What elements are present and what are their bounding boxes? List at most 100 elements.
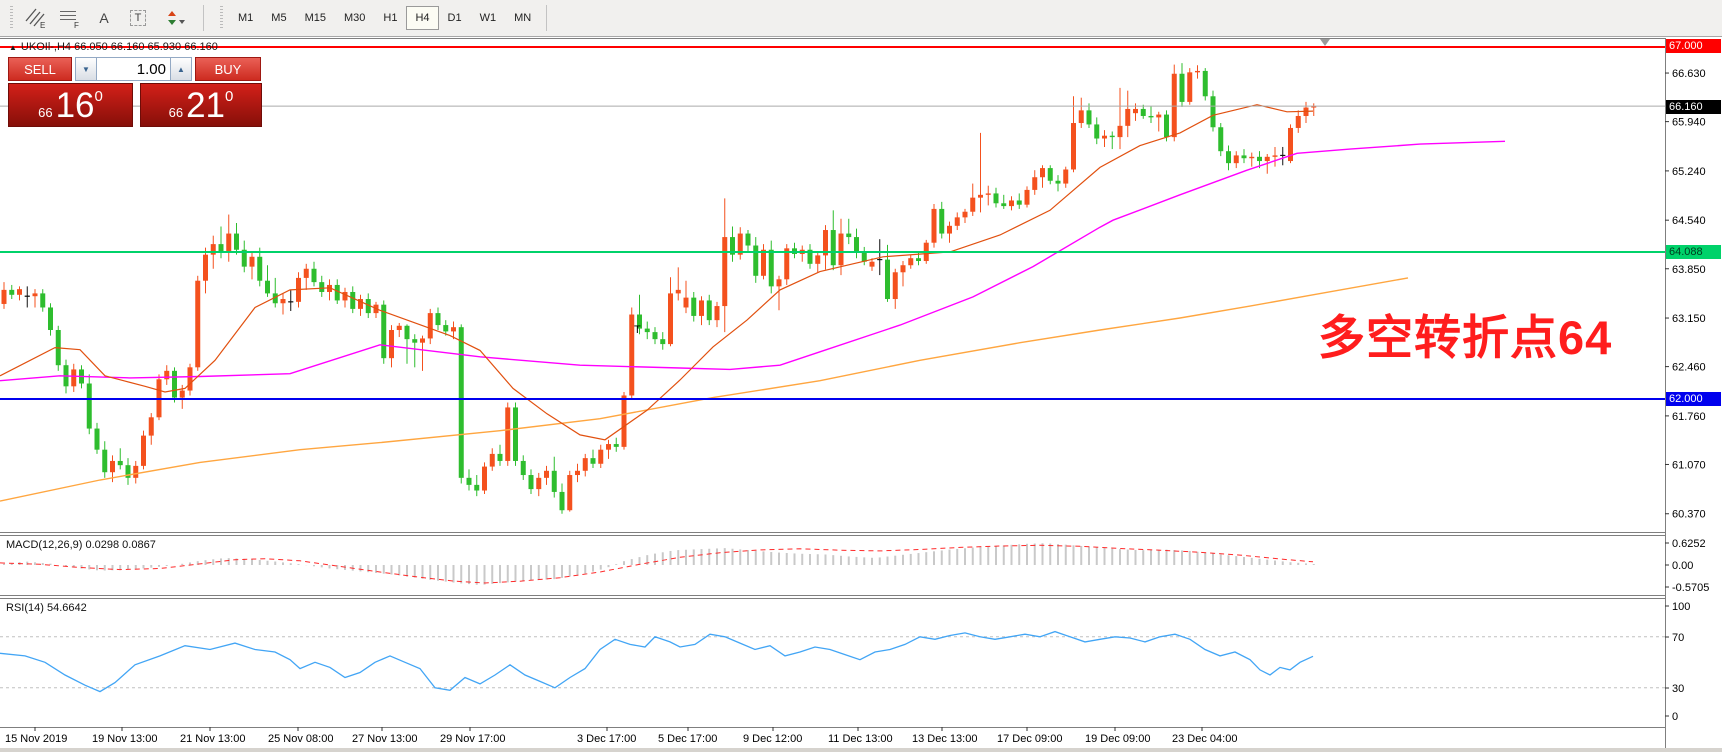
- letter-a-icon[interactable]: A: [99, 10, 109, 26]
- symbol-ohlc-text: UKOIl-,H4 66.050 66.160 65.930 66.160: [20, 41, 218, 53]
- toolbar-grip-2[interactable]: [220, 6, 223, 30]
- ma-slow-line: [0, 277, 1409, 502]
- status-strip: [0, 748, 1722, 752]
- svg-text:29 Nov 17:00: 29 Nov 17:00: [440, 733, 505, 745]
- svg-text:63.150: 63.150: [1672, 313, 1706, 325]
- chevron-down-icon: ▼: [82, 64, 90, 74]
- sell-price-sup: 0: [94, 88, 103, 105]
- svg-text:17 Dec 09:00: 17 Dec 09:00: [997, 733, 1062, 745]
- svg-text:0.6252: 0.6252: [1672, 538, 1706, 550]
- svg-text:27 Nov 13:00: 27 Nov 13:00: [352, 733, 417, 745]
- rsi-label: RSI(14) 54.6642: [6, 602, 87, 614]
- ma-mid-line: [0, 140, 1506, 382]
- sort-arrows-icon[interactable]: [157, 5, 195, 31]
- rsi-line: [0, 630, 1314, 693]
- volume-input[interactable]: [97, 57, 170, 81]
- sell-price-tile[interactable]: 66 16 0: [8, 83, 133, 127]
- svg-text:F: F: [74, 21, 79, 30]
- dotted-grid-icon[interactable]: F: [55, 5, 85, 31]
- tf-button-D1[interactable]: D1: [447, 12, 462, 24]
- buy-price-prefix: 66: [168, 105, 184, 120]
- buy-price-sup: 0: [225, 88, 234, 105]
- buy-price-tile[interactable]: 66 21 0: [140, 83, 262, 127]
- volume-increase-button[interactable]: ▲: [170, 57, 192, 81]
- hatched-lines-icon[interactable]: E: [21, 5, 51, 31]
- panel-borders: [0, 38, 1666, 748]
- toolbar-separator-2: [546, 5, 548, 31]
- svg-text:13 Dec 13:00: 13 Dec 13:00: [912, 733, 977, 745]
- svg-text:11 Dec 13:00: 11 Dec 13:00: [828, 733, 893, 745]
- hatched-lines-icon: E: [25, 8, 45, 30]
- sell-price-prefix: 66: [38, 105, 53, 120]
- sell-button[interactable]: SELL: [8, 57, 72, 81]
- tf-button-M1[interactable]: M1: [238, 12, 254, 24]
- svg-text:65.940: 65.940: [1672, 117, 1706, 129]
- time-axis[interactable]: 15 Nov 2019 19 Nov 13:00 21 Nov 13:00 25 No…: [5, 727, 1237, 745]
- current-price-badge: 66.160: [1666, 100, 1721, 114]
- ma-fast-line: [0, 104, 1314, 441]
- main-chart-window[interactable]: T: [0, 39, 1665, 514]
- svg-text:61.760: 61.760: [1672, 411, 1706, 423]
- toolbar-grip[interactable]: [10, 6, 13, 30]
- toolbar: E F A T M1 M5 M15 M30 H1 H4 D1 W1 MN: [0, 0, 1722, 37]
- svg-text:60.370: 60.370: [1672, 509, 1706, 521]
- rsi-window[interactable]: [0, 630, 1665, 693]
- sell-price-big: 16: [55, 86, 95, 125]
- dotted-grid-icon: F: [60, 11, 79, 30]
- buy-price-big: 21: [186, 86, 226, 125]
- one-click-trading-panel: SELL ▼ ▲ BUY 66 16 0 66 21 0: [8, 57, 262, 127]
- svg-text:15 Nov 2019: 15 Nov 2019: [5, 733, 67, 745]
- object-marker-icon: [1320, 39, 1330, 46]
- chart-text-annotation: 多空转折点64: [1318, 311, 1613, 364]
- hline-64088-badge: 64.088: [1666, 245, 1721, 259]
- macd-signal-line: [0, 544, 1314, 584]
- tf-button-M5[interactable]: M5: [271, 12, 287, 24]
- svg-text:63.850: 63.850: [1672, 264, 1706, 276]
- svg-text:66.630: 66.630: [1672, 68, 1706, 80]
- tf-button-H1[interactable]: H1: [383, 12, 398, 24]
- svg-text:21 Nov 13:00: 21 Nov 13:00: [180, 733, 245, 745]
- chevron-up-icon: ▲: [177, 64, 185, 74]
- sort-arrows-icon: [168, 11, 185, 25]
- t-text-object: T: [634, 324, 641, 336]
- tf-button-M15[interactable]: M15: [304, 12, 326, 24]
- svg-text:62.460: 62.460: [1672, 362, 1706, 374]
- horizontal-level-lines[interactable]: [0, 45, 1665, 400]
- macd-label: MACD(12,26,9) 0.0298 0.0867: [6, 539, 156, 551]
- tf-button-H4[interactable]: H4: [406, 6, 439, 30]
- buy-button[interactable]: BUY: [195, 57, 261, 81]
- svg-text:0: 0: [1672, 711, 1678, 723]
- svg-text:3 Dec 17:00: 3 Dec 17:00: [577, 733, 636, 745]
- hline-62-badge: 62.000: [1666, 392, 1721, 406]
- tf-button-W1[interactable]: W1: [479, 12, 497, 24]
- text-box-icon[interactable]: T: [123, 5, 153, 31]
- svg-text:100: 100: [1672, 601, 1690, 613]
- timeframe-bar: M1 M5 M15 M30 H1 H4 D1 W1 MN: [229, 6, 540, 30]
- svg-text:23 Dec 04:00: 23 Dec 04:00: [1172, 733, 1237, 745]
- svg-text:0.00: 0.00: [1672, 560, 1693, 572]
- hline-67-badge: 67.000: [1666, 39, 1721, 53]
- symbol-info: ▲ UKOIl-,H4 66.050 66.160 65.930 66.160: [9, 41, 218, 53]
- svg-text:-0.5705: -0.5705: [1672, 582, 1709, 594]
- svg-text:70: 70: [1672, 632, 1684, 644]
- volume-decrease-button[interactable]: ▼: [75, 57, 97, 81]
- svg-text:5 Dec 17:00: 5 Dec 17:00: [658, 733, 717, 745]
- svg-text:64.540: 64.540: [1672, 215, 1706, 227]
- svg-text:25 Nov 08:00: 25 Nov 08:00: [268, 733, 333, 745]
- tf-button-MN[interactable]: MN: [514, 12, 532, 24]
- svg-text:30: 30: [1672, 683, 1684, 695]
- macd-window[interactable]: [0, 543, 1315, 585]
- tf-button-M30[interactable]: M30: [343, 12, 366, 24]
- svg-text:9 Dec 12:00: 9 Dec 12:00: [743, 733, 802, 745]
- price-axis[interactable]: 66.630 65.940 65.240 64.540 63.850 63.150 62.4…: [1665, 68, 1709, 723]
- svg-text:19 Dec 09:00: 19 Dec 09:00: [1085, 733, 1150, 745]
- svg-text:E: E: [40, 21, 45, 30]
- candles: [1, 63, 1317, 514]
- svg-text:19 Nov 13:00: 19 Nov 13:00: [92, 733, 157, 745]
- symbol-marker-icon: ▲: [9, 43, 17, 52]
- svg-text:61.070: 61.070: [1672, 459, 1706, 471]
- svg-text:65.240: 65.240: [1672, 166, 1706, 178]
- toolbar-separator: [203, 5, 204, 31]
